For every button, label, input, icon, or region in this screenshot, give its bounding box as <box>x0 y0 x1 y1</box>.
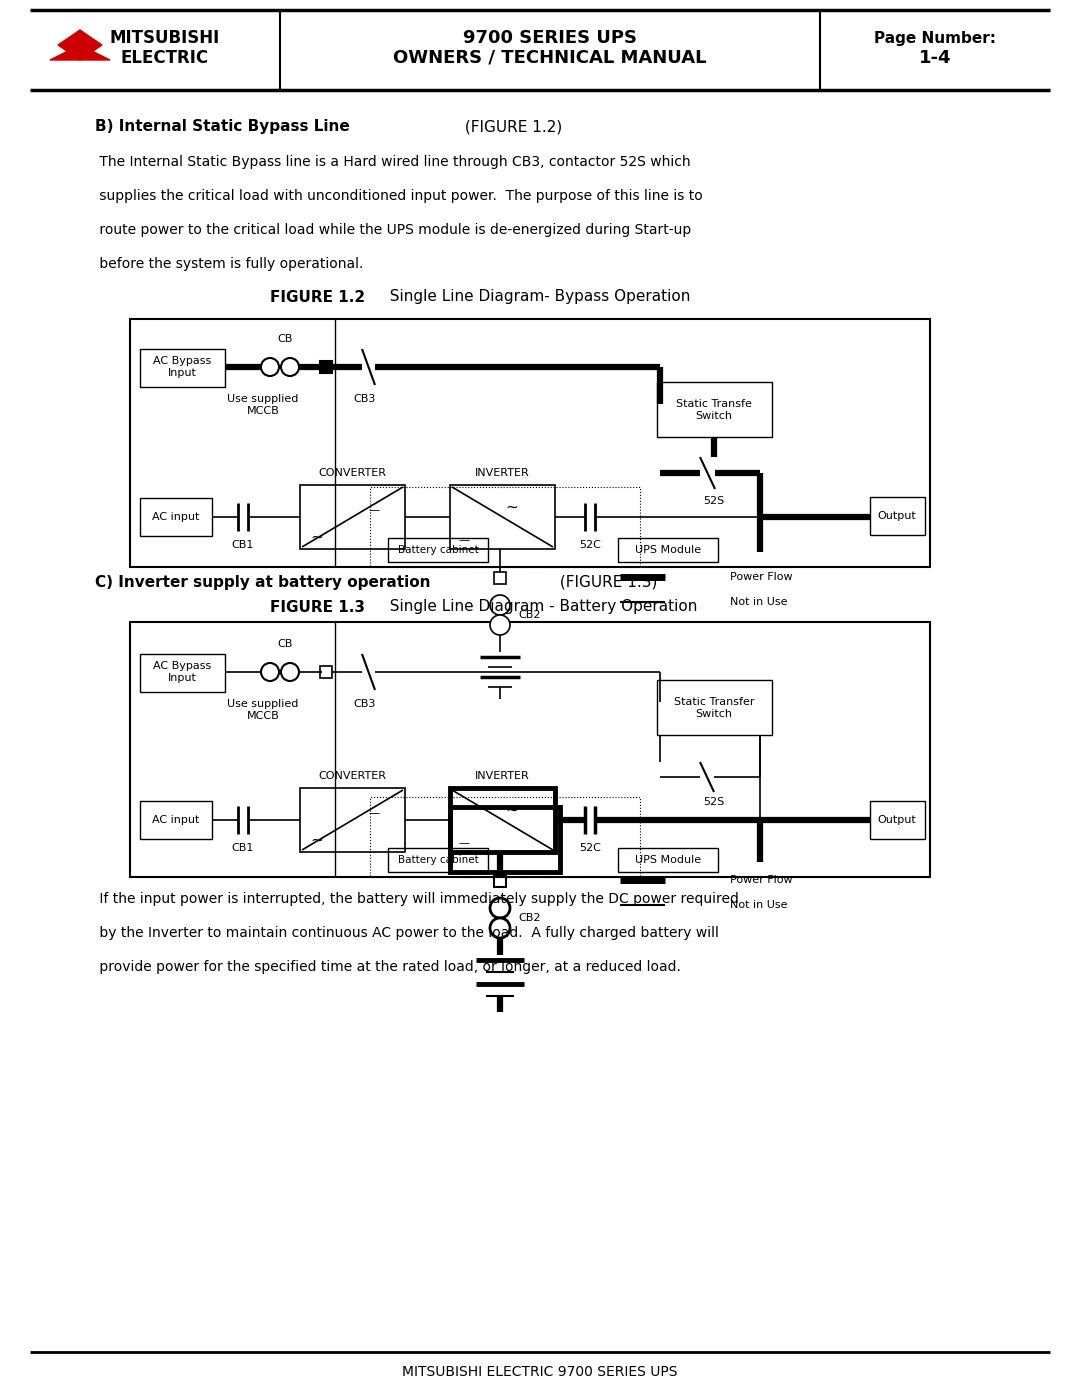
Text: ~: ~ <box>310 529 323 545</box>
Text: Battery cabinet: Battery cabinet <box>397 855 478 865</box>
Text: Output: Output <box>878 814 916 826</box>
Text: AC Bypass
Input: AC Bypass Input <box>153 356 211 377</box>
Text: Power Flow: Power Flow <box>730 875 793 886</box>
Text: —: — <box>458 838 469 848</box>
Text: by the Inverter to maintain continuous AC power to the load.  A fully charged ba: by the Inverter to maintain continuous A… <box>95 926 719 940</box>
Bar <box>494 571 507 584</box>
Text: —: — <box>368 807 379 819</box>
Text: Single Line Diagram - Battery Operation: Single Line Diagram - Battery Operation <box>380 599 698 615</box>
Bar <box>320 666 332 678</box>
Text: MITSUBISHI ELECTRIC 9700 SERIES UPS: MITSUBISHI ELECTRIC 9700 SERIES UPS <box>402 1365 678 1379</box>
Text: UPS Module: UPS Module <box>635 855 701 865</box>
Text: CB: CB <box>278 638 293 650</box>
Text: Use supplied
MCCB: Use supplied MCCB <box>227 700 299 721</box>
Circle shape <box>490 615 510 636</box>
Text: (FIGURE 1.3): (FIGURE 1.3) <box>555 574 658 590</box>
Circle shape <box>490 595 510 615</box>
Text: MITSUBISHI: MITSUBISHI <box>110 29 220 47</box>
Bar <box>388 538 488 562</box>
Circle shape <box>281 664 299 680</box>
Text: (FIGURE 1.2): (FIGURE 1.2) <box>460 120 563 134</box>
Text: AC input: AC input <box>152 511 200 522</box>
Bar <box>130 622 930 877</box>
Bar <box>140 800 212 840</box>
Text: before the system is fully operational.: before the system is fully operational. <box>95 257 363 271</box>
Text: If the input power is interrupted, the battery will immediately supply the DC po: If the input power is interrupted, the b… <box>95 893 739 907</box>
Bar <box>140 654 225 692</box>
Text: UPS Module: UPS Module <box>635 545 701 555</box>
Bar <box>494 875 507 887</box>
Bar <box>300 788 405 852</box>
Text: CONVERTER: CONVERTER <box>318 771 386 781</box>
Bar <box>657 381 772 437</box>
Bar <box>300 485 405 549</box>
Text: 52C: 52C <box>579 842 600 854</box>
Text: Static Transfe
Switch: Static Transfe Switch <box>676 400 752 420</box>
Circle shape <box>490 918 510 937</box>
Text: Output: Output <box>878 511 916 521</box>
Text: —: — <box>368 504 379 515</box>
Text: INVERTER: INVERTER <box>474 468 529 478</box>
Circle shape <box>490 898 510 918</box>
Text: supplies the critical load with unconditioned input power.  The purpose of this : supplies the critical load with uncondit… <box>95 189 703 203</box>
Text: 52S: 52S <box>703 798 725 807</box>
Text: CB3: CB3 <box>354 698 376 710</box>
Text: ELECTRIC: ELECTRIC <box>121 49 210 67</box>
Text: Page Number:: Page Number: <box>874 31 996 46</box>
Text: CB: CB <box>278 334 293 344</box>
Text: Use supplied
MCCB: Use supplied MCCB <box>227 394 299 416</box>
Text: FIGURE 1.3: FIGURE 1.3 <box>270 599 365 615</box>
Bar <box>450 807 561 872</box>
Text: CB1: CB1 <box>232 541 254 550</box>
Text: Not in Use: Not in Use <box>730 900 787 909</box>
Text: 1-4: 1-4 <box>919 49 951 67</box>
Bar <box>388 848 488 872</box>
Text: ~: ~ <box>505 803 517 819</box>
Text: B) Internal Static Bypass Line: B) Internal Static Bypass Line <box>95 120 350 134</box>
Text: CB2: CB2 <box>518 914 541 923</box>
Text: —: — <box>458 535 469 545</box>
Text: Battery cabinet: Battery cabinet <box>397 545 478 555</box>
Text: FIGURE 1.2: FIGURE 1.2 <box>270 289 365 305</box>
Circle shape <box>281 358 299 376</box>
Circle shape <box>261 358 279 376</box>
Bar <box>130 319 930 567</box>
Bar <box>450 788 555 852</box>
Text: 52C: 52C <box>579 541 600 550</box>
Text: C) Inverter supply at battery operation: C) Inverter supply at battery operation <box>95 574 431 590</box>
Circle shape <box>261 664 279 680</box>
Text: route power to the critical load while the UPS module is de-energized during Sta: route power to the critical load while t… <box>95 224 691 237</box>
Text: 52S: 52S <box>703 496 725 506</box>
Text: Power Flow: Power Flow <box>730 571 793 583</box>
Polygon shape <box>50 45 110 60</box>
Bar <box>140 497 212 536</box>
Bar <box>320 360 332 373</box>
Text: CB1: CB1 <box>232 842 254 854</box>
Text: 9700 SERIES UPS: 9700 SERIES UPS <box>463 29 637 47</box>
Bar <box>370 488 640 567</box>
Text: CONVERTER: CONVERTER <box>318 468 386 478</box>
Text: AC input: AC input <box>152 814 200 826</box>
Text: INVERTER: INVERTER <box>474 771 529 781</box>
Bar <box>657 680 772 735</box>
Text: Static Transfer
Switch: Static Transfer Switch <box>674 697 754 719</box>
Polygon shape <box>58 29 102 60</box>
Text: The Internal Static Bypass line is a Hard wired line through CB3, contactor 52S : The Internal Static Bypass line is a Har… <box>95 155 690 169</box>
Text: CB2: CB2 <box>518 610 541 620</box>
Bar <box>618 538 718 562</box>
Bar <box>618 848 718 872</box>
Text: ~: ~ <box>505 500 517 515</box>
Text: Single Line Diagram- Bypass Operation: Single Line Diagram- Bypass Operation <box>380 289 690 305</box>
Text: CB3: CB3 <box>354 394 376 404</box>
Bar <box>450 485 555 549</box>
Text: AC Bypass
Input: AC Bypass Input <box>153 661 211 683</box>
Text: ~: ~ <box>310 833 323 848</box>
Bar <box>870 800 924 840</box>
Text: OWNERS / TECHNICAL MANUAL: OWNERS / TECHNICAL MANUAL <box>393 49 706 67</box>
Bar <box>870 497 924 535</box>
Text: provide power for the specified time at the rated load, or longer, at a reduced : provide power for the specified time at … <box>95 960 680 974</box>
Bar <box>370 798 640 877</box>
Text: Not in Use: Not in Use <box>730 597 787 608</box>
Bar <box>140 349 225 387</box>
